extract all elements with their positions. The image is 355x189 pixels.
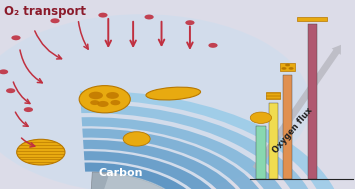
Circle shape: [250, 112, 272, 123]
Circle shape: [97, 101, 109, 107]
Bar: [308, 24, 317, 179]
Wedge shape: [81, 104, 320, 189]
FancyArrowPatch shape: [13, 82, 30, 104]
Wedge shape: [82, 117, 295, 189]
Circle shape: [11, 35, 21, 40]
FancyArrowPatch shape: [22, 138, 35, 147]
Circle shape: [17, 139, 65, 165]
Bar: [247, 0, 355, 180]
Bar: [269, 103, 278, 179]
Bar: [256, 126, 266, 179]
FancyArrowPatch shape: [130, 22, 136, 46]
Wedge shape: [83, 140, 252, 189]
Circle shape: [282, 67, 286, 70]
FancyArrowPatch shape: [159, 22, 164, 45]
FancyArrowPatch shape: [15, 112, 28, 126]
Wedge shape: [84, 151, 231, 189]
Bar: [266, 92, 280, 99]
Circle shape: [144, 15, 154, 19]
Circle shape: [50, 18, 60, 23]
Circle shape: [79, 86, 130, 113]
FancyArrowPatch shape: [187, 26, 193, 48]
FancyArrowPatch shape: [78, 22, 88, 49]
Circle shape: [90, 100, 99, 105]
Wedge shape: [84, 163, 209, 189]
Wedge shape: [82, 129, 273, 189]
Text: Oxygen flux: Oxygen flux: [271, 106, 315, 155]
Circle shape: [98, 13, 108, 18]
Circle shape: [208, 43, 218, 48]
Ellipse shape: [146, 87, 201, 100]
Wedge shape: [92, 173, 186, 189]
Circle shape: [289, 67, 294, 70]
Circle shape: [106, 92, 119, 99]
Text: Carbon: Carbon: [98, 168, 143, 178]
Circle shape: [285, 64, 290, 66]
Circle shape: [89, 92, 103, 99]
Circle shape: [185, 20, 195, 25]
Bar: [297, 17, 327, 21]
Ellipse shape: [0, 14, 311, 189]
Circle shape: [0, 69, 8, 74]
FancyArrowPatch shape: [252, 45, 341, 171]
FancyArrowPatch shape: [20, 50, 42, 83]
Wedge shape: [89, 172, 191, 189]
Bar: [283, 75, 292, 179]
FancyArrowPatch shape: [105, 19, 111, 46]
Circle shape: [110, 100, 120, 105]
Circle shape: [6, 88, 15, 93]
Wedge shape: [80, 91, 344, 189]
Circle shape: [123, 132, 150, 146]
Circle shape: [24, 107, 33, 112]
FancyArrowPatch shape: [35, 31, 61, 59]
Bar: [280, 63, 295, 71]
Text: O₂ transport: O₂ transport: [4, 5, 86, 18]
